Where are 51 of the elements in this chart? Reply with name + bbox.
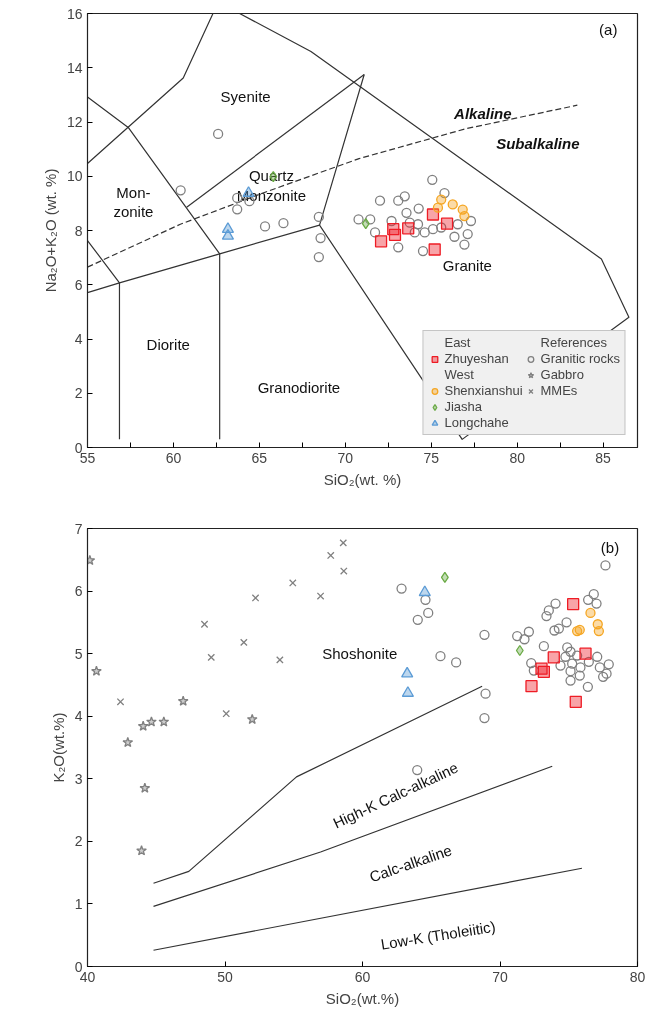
legend-label: MMEs	[540, 383, 578, 398]
x-tick-label: 50	[217, 968, 233, 985]
y-tick-label: 5	[74, 645, 83, 662]
annotation: Alkaline	[453, 105, 512, 123]
annotation: Shoshonite	[322, 645, 398, 663]
legend-label: Zhuyeshan	[444, 351, 509, 366]
annotation: Mon- zonite	[113, 183, 154, 221]
x-tick-label: 80	[629, 968, 646, 985]
legend-label: Granitic rocks	[540, 351, 620, 366]
y-tick-label: 4	[74, 331, 83, 347]
y-tick-label: 2	[74, 833, 83, 850]
legend-label: Shenxianshui	[444, 383, 523, 398]
y-tick-label: 6	[74, 276, 83, 293]
x-tick-label: 70	[492, 968, 508, 985]
annotation: (a)	[599, 21, 618, 39]
annotation: References	[540, 335, 608, 350]
x-tick-label: 60	[354, 968, 371, 985]
y-tick-label: 6	[74, 583, 83, 600]
y-axis-title: Na₂O+K₂O (wt. %)	[41, 168, 59, 293]
y-tick-label: 2	[74, 385, 83, 402]
y-tick-label: 10	[66, 168, 83, 185]
y-tick-label: 8	[74, 222, 83, 239]
y-tick-label: 12	[66, 114, 83, 130]
y-tick-label: 16	[66, 5, 83, 22]
legend-label: Jiasha	[444, 399, 483, 414]
y-tick-label: 7	[74, 520, 83, 537]
annotation: West	[444, 367, 474, 382]
x-axis-title: SiO₂(wt. %)	[323, 470, 402, 488]
y-tick-label: 14	[66, 59, 83, 76]
x-tick-label: 60	[165, 449, 182, 466]
annotation: Low-K (Tholeiitic)	[379, 917, 497, 953]
annotation: East	[444, 335, 471, 350]
x-tick-label: 70	[337, 449, 354, 466]
legend-label: Longchahe	[444, 415, 509, 430]
annotation: Subalkaline	[496, 135, 580, 153]
annotation: Syenite	[220, 87, 271, 105]
y-tick-label: 3	[74, 770, 83, 787]
x-axis-title: SiO₂(wt.%)	[325, 989, 400, 1007]
y-tick-label: 4	[74, 708, 83, 725]
x-tick-label: 65	[251, 449, 268, 466]
annotation: Granite	[442, 257, 492, 275]
legend-label: Gabbro	[540, 367, 584, 382]
annotation: Granodiorite	[257, 379, 341, 397]
annotation: (b)	[600, 538, 620, 556]
y-tick-label: 1	[74, 895, 83, 912]
annotation: Diorite	[146, 335, 190, 353]
y-tick-label: 0	[74, 958, 83, 975]
y-axis-title: K₂O(wt.%)	[49, 712, 67, 783]
x-tick-label: 85	[595, 449, 612, 466]
x-tick-label: 75	[423, 449, 440, 466]
x-tick-label: 80	[509, 449, 526, 466]
